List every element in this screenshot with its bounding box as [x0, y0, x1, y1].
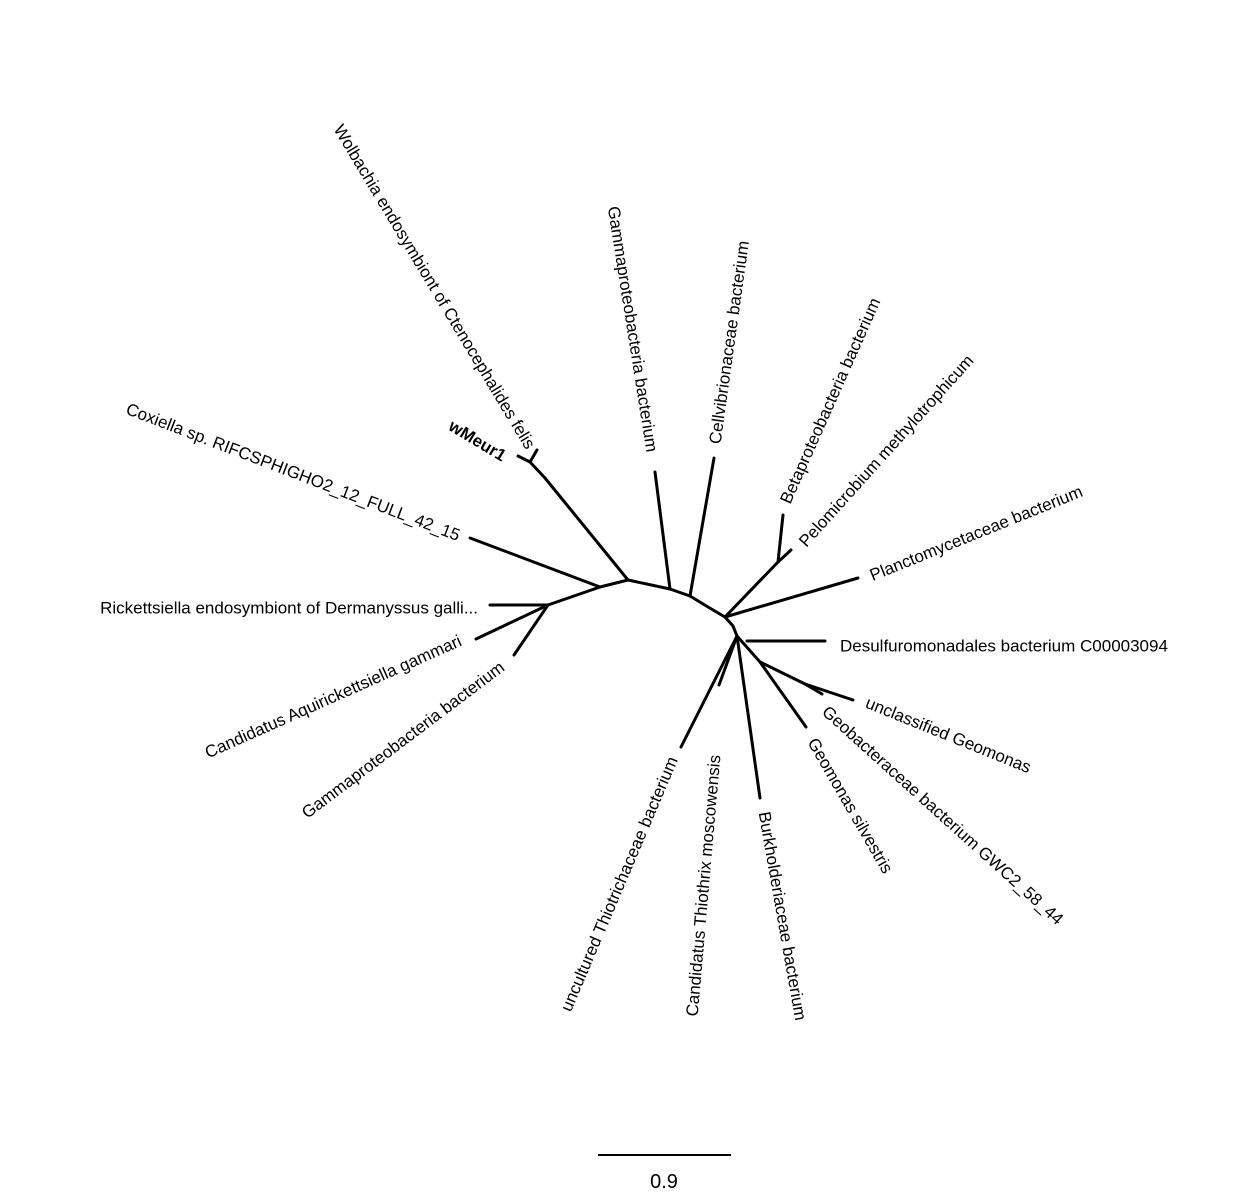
leaf-label-coxiella: Coxiella sp. RIFCSPHIGHO2_12_FULL_42_15: [123, 400, 462, 545]
leaf-label-thiotrichaceae: uncultured Thiotrichaceae bacterium: [557, 754, 682, 1014]
tree-branches: [468, 448, 860, 800]
leaf-branch-pelomicrobium: [776, 548, 793, 564]
leaf-branch-aquirickettsiella: [474, 603, 550, 641]
leaf-label-wolbachia: Wolbachia endosymbiont of Ctenocephalide…: [330, 121, 539, 452]
leaf-label-aquirickettsiella: Candidatus Aquirickettsiella gammari: [202, 631, 464, 762]
leaf-branch-betaproteobacteria: [776, 513, 785, 564]
leaf-branch-unclassified-geomonas: [803, 682, 855, 702]
leaf-label-wmeur1: wMeur1: [445, 416, 510, 465]
scale-bar-label: 0.9: [650, 1171, 678, 1193]
leaf-branch-thiotrichaceae: [679, 634, 739, 749]
internal-branch: [543, 476, 630, 582]
leaf-label-gamma-top: Gammaproteobacteria bacterium: [604, 205, 662, 453]
internal-branch: [723, 560, 780, 619]
leaf-label-rickettsiella: Rickettsiella endosymbiont of Dermanyssu…: [100, 598, 478, 617]
tree-labels: Wolbachia endosymbiont of Ctenocephalide…: [100, 121, 1168, 1022]
leaf-branch-wmeur1: [516, 454, 532, 464]
leaf-label-pelomicrobium: Pelomicrobium methylotrophicum: [795, 351, 977, 550]
leaf-branch-gamma-top: [653, 470, 672, 591]
leaf-label-gamma-left: Gammaproteobacteria bacterium: [298, 658, 508, 823]
leaf-branch-geobacteraceae: [803, 682, 824, 696]
leaf-branch-burkholderiaceae: [735, 634, 762, 800]
internal-branch: [528, 460, 547, 480]
leaf-label-desulfuromonadales: Desulfuromonadales bacterium C00003094: [840, 636, 1168, 655]
leaf-label-thiothrix: Candidatus Thiothrix moscowensis: [683, 754, 725, 1017]
leaf-branch-planctomycetaceae: [723, 576, 860, 619]
leaf-branch-cellvibrionaceae: [688, 456, 716, 598]
leaf-label-planctomycetaceae: Planctomycetaceae bacterium: [867, 482, 1085, 585]
leaf-branch-geomonas-silvestris: [758, 660, 808, 729]
scale-bar: 0.9: [598, 1154, 731, 1193]
leaf-branch-wolbachia: [528, 448, 539, 464]
leaf-branch-gamma-left: [512, 603, 550, 657]
internal-branch: [546, 578, 739, 638]
leaf-branch-coxiella: [468, 536, 602, 589]
leaf-label-burkholderiaceae: Burkholderiaceae bacterium: [755, 810, 810, 1022]
leaf-label-cellvibrionaceae: Cellvibrionaceae bacterium: [706, 239, 753, 445]
